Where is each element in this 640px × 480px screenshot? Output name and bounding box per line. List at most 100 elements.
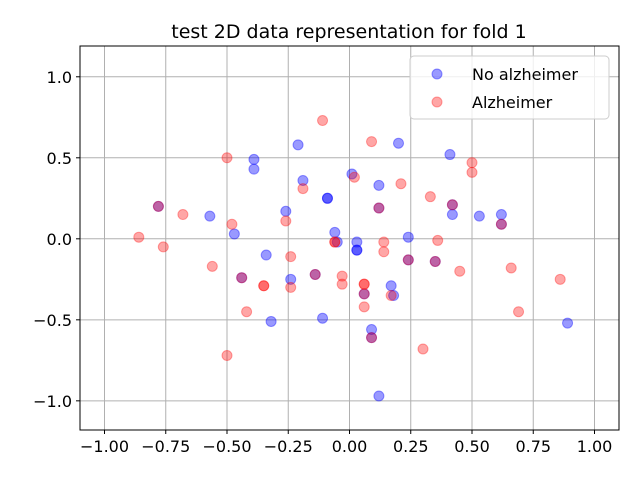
legend: No alzheimer Alzheimer (409, 55, 610, 120)
data-point-no-alzheimer (309, 268, 321, 280)
data-point-no-alzheimer (366, 332, 378, 344)
data-point-alzheimer (236, 272, 248, 284)
data-point-alzheimer (417, 343, 429, 355)
data-point-alzheimer (513, 306, 525, 318)
data-point-no-alzheimer (562, 317, 574, 329)
legend-marker-no-alzheimer (431, 68, 443, 80)
data-point-alzheimer (297, 183, 309, 195)
x-tick-label: −0.75 (141, 437, 190, 456)
data-point-no-alzheimer (351, 244, 363, 256)
data-point-alzheimer (329, 236, 341, 248)
data-point-no-alzheimer (473, 210, 485, 222)
x-tick-label: 0.00 (332, 437, 368, 456)
legend-label-no-alzheimer: No alzheimer (472, 65, 578, 84)
data-point-alzheimer (402, 254, 414, 266)
data-point-alzheimer (366, 136, 378, 148)
x-tick-label: 0.75 (515, 437, 551, 456)
x-tick-label: −0.50 (202, 437, 251, 456)
data-point-alzheimer (446, 199, 458, 211)
data-point-no-alzheimer (446, 199, 458, 211)
data-point-no-alzheimer (351, 244, 363, 256)
data-point-alzheimer (133, 231, 145, 243)
data-point-alzheimer (358, 278, 370, 290)
data-point-no-alzheimer (373, 202, 385, 214)
data-point-no-alzheimer (373, 179, 385, 191)
chart-title: test 2D data representation for fold 1 (171, 21, 526, 43)
data-point-alzheimer (424, 191, 436, 203)
data-point-alzheimer (241, 306, 253, 318)
data-point-no-alzheimer (297, 174, 309, 186)
data-point-alzheimer (280, 215, 292, 227)
data-point-no-alzheimer (280, 205, 292, 217)
data-point-alzheimer (358, 278, 370, 290)
x-tick-label: −0.25 (264, 437, 313, 456)
data-point-alzheimer (221, 152, 233, 164)
data-point-no-alzheimer (152, 200, 164, 212)
data-point-no-alzheimer (265, 315, 277, 327)
data-point-alzheimer (385, 290, 397, 302)
x-tick-label: 0.25 (393, 437, 429, 456)
legend-label-alzheimer: Alzheimer (472, 93, 553, 112)
data-point-no-alzheimer (402, 254, 414, 266)
x-tick-label: 0.50 (454, 437, 490, 456)
data-point-alzheimer (206, 260, 218, 272)
data-point-no-alzheimer (366, 324, 378, 336)
y-axis-ticks: −1.0 −0.5 0.0 0.5 1.0 (33, 68, 80, 411)
data-point-alzheimer (466, 157, 478, 169)
data-point-alzheimer (258, 280, 270, 292)
data-point-alzheimer (454, 265, 466, 277)
data-point-no-alzheimer (444, 149, 456, 161)
data-point-alzheimer (366, 332, 378, 344)
data-point-no-alzheimer (248, 153, 260, 165)
data-point-alzheimer (554, 273, 566, 285)
data-point-alzheimer (309, 268, 321, 280)
data-point-alzheimer (177, 209, 189, 221)
data-point-alzheimer (226, 218, 238, 230)
data-point-no-alzheimer (285, 273, 297, 285)
data-point-alzheimer (336, 270, 348, 282)
data-point-alzheimer (378, 236, 390, 248)
data-point-alzheimer (466, 166, 478, 178)
x-axis-ticks: −1.00 −0.75 −0.50 −0.25 0.00 0.25 0.50 0.75 1.00 (80, 430, 612, 456)
data-point-alzheimer (432, 234, 444, 246)
data-point-alzheimer (395, 178, 407, 190)
data-point-no-alzheimer (358, 288, 370, 300)
data-point-no-alzheimer (393, 137, 404, 149)
x-tick-label: 1.00 (577, 437, 613, 456)
data-point-alzheimer (373, 202, 385, 214)
data-point-no-alzheimer (204, 210, 216, 222)
data-point-alzheimer (285, 251, 297, 263)
y-tick-label: −1.0 (33, 392, 72, 411)
data-point-alzheimer (329, 236, 341, 248)
y-tick-label: −0.5 (33, 311, 72, 330)
data-point-alzheimer (348, 171, 360, 183)
x-tick-label: −1.00 (80, 437, 129, 456)
data-point-alzheimer (285, 281, 297, 293)
data-point-alzheimer (152, 200, 164, 212)
data-point-no-alzheimer (385, 280, 397, 292)
data-point-no-alzheimer (351, 236, 363, 248)
y-tick-label: 0.5 (47, 149, 72, 168)
data-point-alzheimer (495, 218, 507, 230)
data-point-alzheimer (505, 262, 517, 274)
data-point-no-alzheimer (228, 228, 240, 240)
data-point-alzheimer (358, 288, 370, 300)
legend-box (409, 55, 610, 120)
data-point-no-alzheimer (248, 163, 260, 175)
data-point-no-alzheimer (346, 168, 358, 180)
data-point-no-alzheimer (402, 231, 414, 243)
data-point-no-alzheimer (495, 209, 507, 221)
data-point-no-alzheimer (388, 290, 400, 302)
y-tick-label: 1.0 (47, 68, 72, 87)
data-point-no-alzheimer (317, 312, 329, 324)
data-points (133, 115, 574, 402)
data-point-no-alzheimer (260, 249, 272, 261)
data-point-no-alzheimer (321, 192, 333, 204)
data-point-alzheimer (221, 349, 233, 361)
data-point-no-alzheimer (292, 139, 304, 151)
data-point-alzheimer (429, 255, 441, 267)
data-point-alzheimer (358, 301, 370, 313)
y-tick-label: 0.0 (47, 230, 72, 249)
data-point-alzheimer (336, 278, 348, 290)
